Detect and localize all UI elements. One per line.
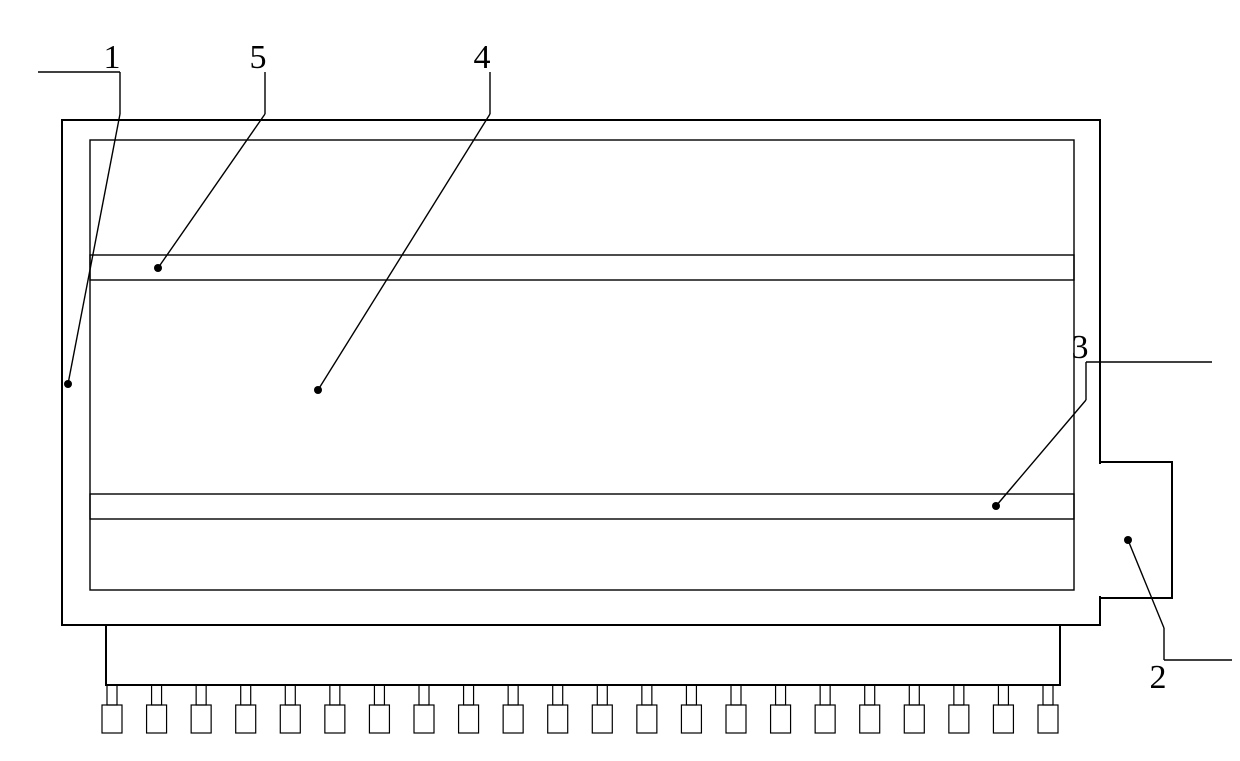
pin [904, 685, 924, 733]
pin [637, 685, 657, 733]
base-plate [106, 625, 1060, 685]
pin [771, 685, 791, 733]
callout-lead2-4 [318, 114, 490, 390]
pin [860, 685, 880, 733]
pin [414, 685, 434, 733]
pin [993, 685, 1013, 733]
callout-lead2-1 [68, 114, 120, 384]
callout-dot-5 [154, 264, 162, 272]
pin [949, 685, 969, 733]
pin [191, 685, 211, 733]
outer-shell [62, 120, 1100, 625]
pin [236, 685, 256, 733]
inner-panel [90, 140, 1074, 590]
pin [369, 685, 389, 733]
pin [280, 685, 300, 733]
callout-label-2: 2 [1150, 659, 1167, 696]
pin [548, 685, 568, 733]
pin [147, 685, 167, 733]
callout-label-5: 5 [250, 39, 267, 76]
callout-lead2-3 [996, 400, 1086, 506]
pin [102, 685, 122, 733]
callout-label-4: 4 [474, 39, 491, 76]
callout-dot-4 [314, 386, 322, 394]
callout-dot-1 [64, 380, 72, 388]
side-block [1100, 462, 1172, 598]
pin [459, 685, 479, 733]
pin [503, 685, 523, 733]
upper-band [90, 255, 1074, 280]
callout-lead2-5 [158, 114, 265, 268]
pin [726, 685, 746, 733]
callout-label-1: 1 [104, 39, 121, 76]
callout-dot-3 [992, 502, 1000, 510]
callout-lead2-2 [1128, 540, 1164, 628]
pin [1038, 685, 1058, 733]
pin [325, 685, 345, 733]
callout-label-3: 3 [1072, 329, 1089, 366]
lower-band [90, 494, 1074, 519]
callout-dot-2 [1124, 536, 1132, 544]
pin [815, 685, 835, 733]
pin [681, 685, 701, 733]
pin [592, 685, 612, 733]
